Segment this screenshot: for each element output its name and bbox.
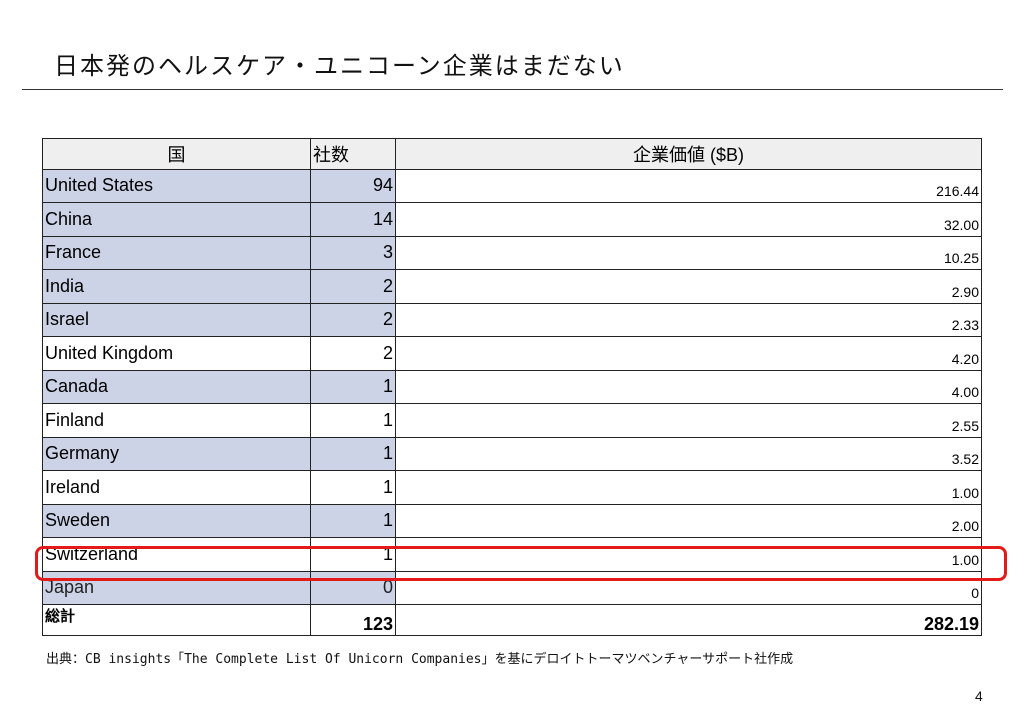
cell-value: 32.00 bbox=[395, 202, 982, 237]
table-body: United States 94 216.44 China 14 32.00 France 3… bbox=[42, 168, 982, 636]
source-note: 出典：CB insights「The Complete List Of Unic… bbox=[46, 652, 794, 667]
cell-country: India bbox=[42, 269, 311, 304]
japan-highlight-box bbox=[35, 546, 1007, 581]
cell-count: 0 bbox=[310, 570, 396, 605]
table-row: India 2 2.90 bbox=[42, 269, 982, 304]
header-count: 社数 bbox=[310, 138, 396, 170]
cell-country: United Kingdom bbox=[42, 336, 311, 371]
table-row: Finland 1 2.55 bbox=[42, 403, 982, 438]
header-country: 国 bbox=[42, 138, 311, 170]
cell-count: 1 bbox=[310, 403, 396, 438]
table-row: United Kingdom 2 4.20 bbox=[42, 336, 982, 371]
table-total-row: 総計 123 282.19 bbox=[42, 604, 982, 636]
cell-country: Ireland bbox=[42, 470, 311, 505]
cell-value: 2.55 bbox=[395, 403, 982, 438]
header-value: 企業価値 ($B) bbox=[395, 138, 982, 170]
table-row: Switzerland 1 1.00 bbox=[42, 537, 982, 572]
cell-count: 1 bbox=[310, 503, 396, 538]
cell-value: 3.52 bbox=[395, 436, 982, 471]
cell-count: 3 bbox=[310, 235, 396, 270]
table-row: Israel 2 2.33 bbox=[42, 302, 982, 337]
cell-count: 2 bbox=[310, 302, 396, 337]
cell-value: 2.90 bbox=[395, 269, 982, 304]
cell-count: 1 bbox=[310, 369, 396, 404]
cell-value: 216.44 bbox=[395, 168, 982, 203]
cell-count: 2 bbox=[310, 336, 396, 371]
cell-country: France bbox=[42, 235, 311, 270]
cell-value: 4.20 bbox=[395, 336, 982, 371]
cell-country: United States bbox=[42, 168, 311, 203]
table-header-row: 国 社数 企業価値 ($B) bbox=[42, 138, 982, 170]
cell-value: 1.00 bbox=[395, 537, 982, 572]
title-divider bbox=[22, 89, 1003, 90]
total-value: 282.19 bbox=[395, 604, 982, 636]
table-row: China 14 32.00 bbox=[42, 202, 982, 237]
table-row: Ireland 1 1.00 bbox=[42, 470, 982, 505]
table-row: Japan 0 0 bbox=[42, 570, 982, 605]
cell-value: 10.25 bbox=[395, 235, 982, 270]
total-count: 123 bbox=[310, 604, 396, 636]
table-row: Canada 1 4.00 bbox=[42, 369, 982, 404]
cell-value: 0 bbox=[395, 570, 982, 605]
cell-count: 14 bbox=[310, 202, 396, 237]
page-title: 日本発のヘルスケア・ユニコーン企業はまだない bbox=[54, 52, 625, 80]
total-label: 総計 bbox=[42, 604, 311, 636]
table-row: France 3 10.25 bbox=[42, 235, 982, 270]
cell-country: Israel bbox=[42, 302, 311, 337]
cell-value: 4.00 bbox=[395, 369, 982, 404]
cell-count: 1 bbox=[310, 470, 396, 505]
cell-country: Canada bbox=[42, 369, 311, 404]
table-row: Sweden 1 2.00 bbox=[42, 503, 982, 538]
cell-count: 1 bbox=[310, 537, 396, 572]
cell-count: 2 bbox=[310, 269, 396, 304]
cell-country: Finland bbox=[42, 403, 311, 438]
cell-country: Germany bbox=[42, 436, 311, 471]
unicorn-table: 国 社数 企業価値 ($B) United States 94 216.44 Chin… bbox=[42, 138, 982, 636]
cell-count: 1 bbox=[310, 436, 396, 471]
cell-country: Japan bbox=[42, 570, 311, 605]
cell-value: 1.00 bbox=[395, 470, 982, 505]
cell-count: 94 bbox=[310, 168, 396, 203]
cell-country: Switzerland bbox=[42, 537, 311, 572]
page-number: 4 bbox=[975, 688, 983, 704]
cell-value: 2.33 bbox=[395, 302, 982, 337]
cell-country: Sweden bbox=[42, 503, 311, 538]
cell-country: China bbox=[42, 202, 311, 237]
cell-value: 2.00 bbox=[395, 503, 982, 538]
table-row: United States 94 216.44 bbox=[42, 168, 982, 203]
table-row: Germany 1 3.52 bbox=[42, 436, 982, 471]
